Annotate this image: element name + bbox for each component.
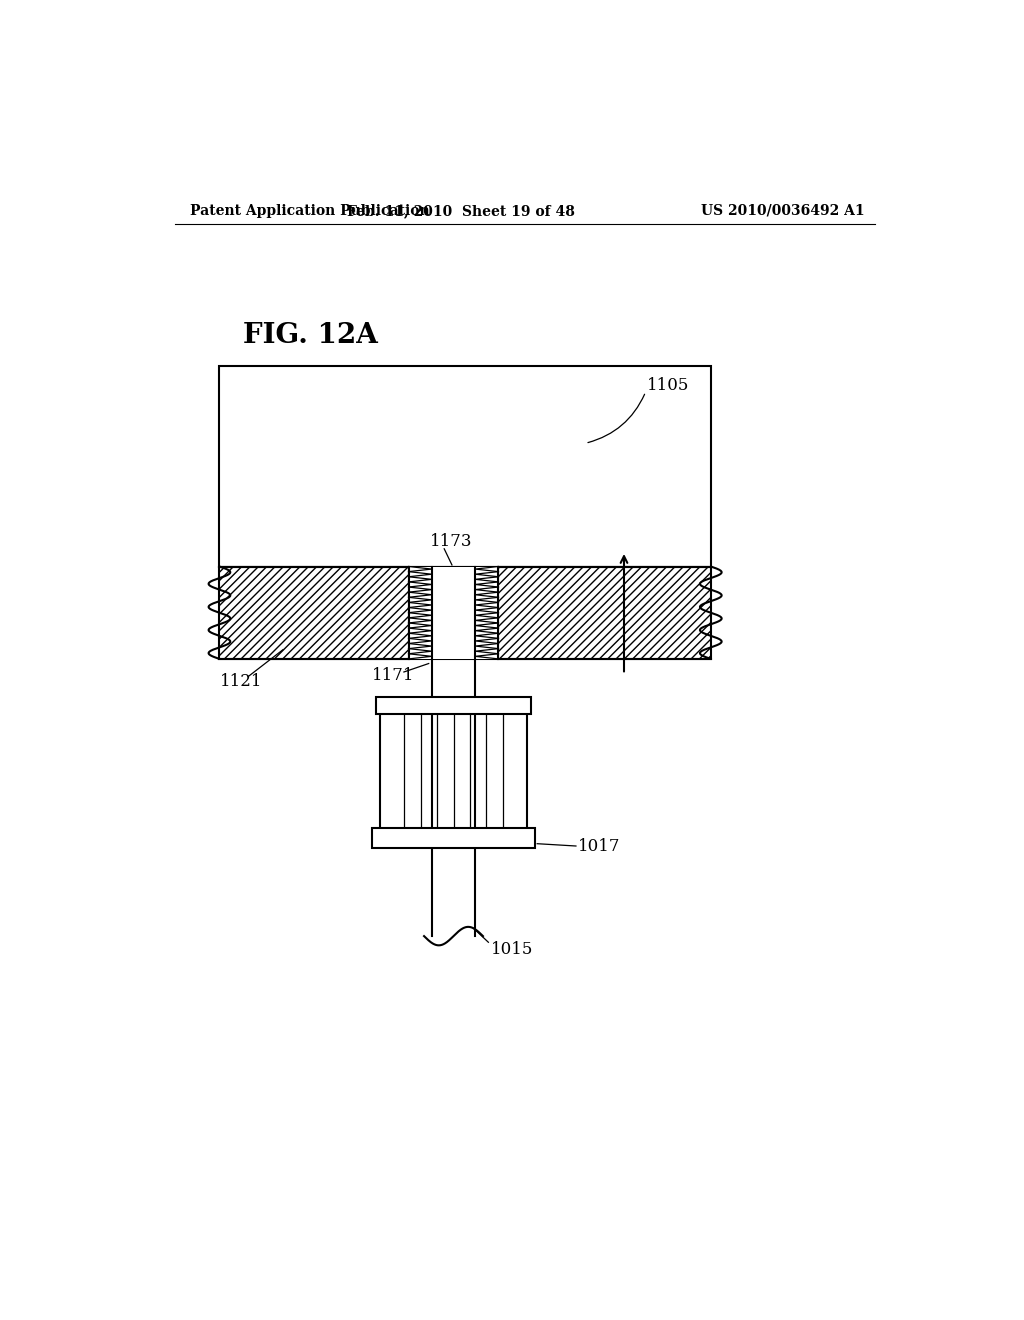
Bar — [219, 566, 409, 659]
Text: 1105: 1105 — [647, 378, 689, 395]
Text: Feb. 11, 2010  Sheet 19 of 48: Feb. 11, 2010 Sheet 19 of 48 — [347, 203, 575, 218]
Text: 1171: 1171 — [372, 668, 415, 684]
Text: Patent Application Publication: Patent Application Publication — [190, 203, 430, 218]
Text: US 2010/0036492 A1: US 2010/0036492 A1 — [700, 203, 864, 218]
Bar — [376, 697, 531, 714]
Text: FIG. 12A: FIG. 12A — [243, 322, 378, 348]
Bar — [409, 566, 499, 659]
Text: 1173: 1173 — [430, 533, 473, 550]
FancyArrowPatch shape — [588, 395, 644, 442]
Bar — [372, 829, 535, 847]
Text: 1015: 1015 — [490, 941, 534, 958]
Text: 1017: 1017 — [578, 837, 620, 854]
Bar — [219, 367, 711, 566]
Text: 1121: 1121 — [219, 673, 262, 690]
Bar — [499, 566, 711, 659]
